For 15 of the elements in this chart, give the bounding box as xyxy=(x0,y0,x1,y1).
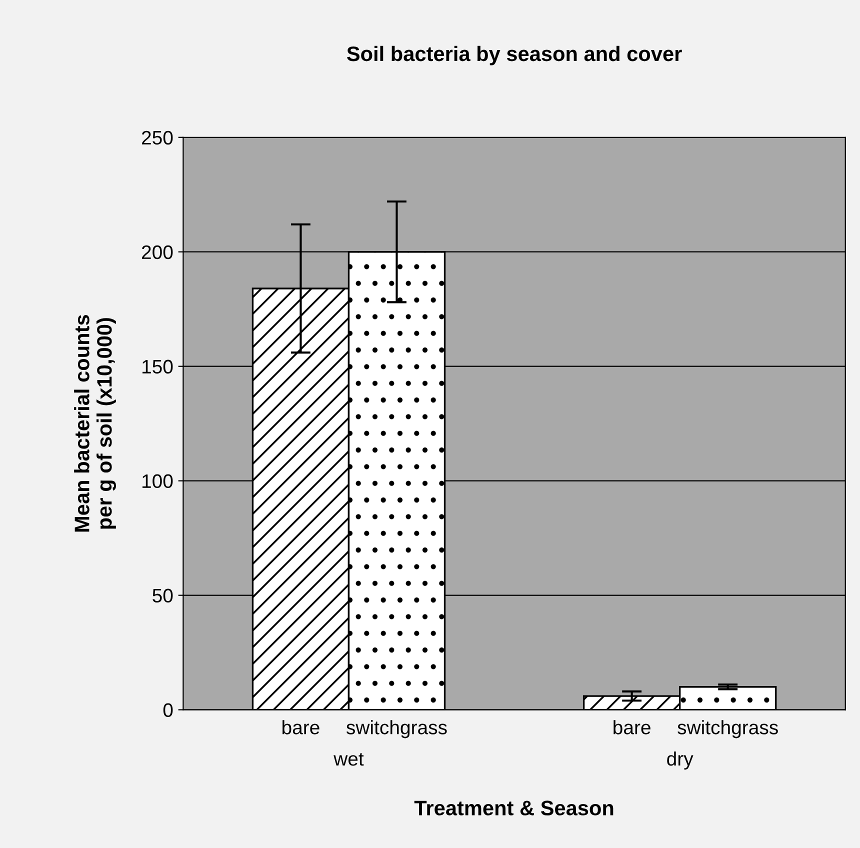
y-tick-label: 0 xyxy=(163,703,173,718)
x-tick-label: dry xyxy=(667,751,694,770)
y-tick-label: 250 xyxy=(142,130,173,145)
y-tick-label: 100 xyxy=(142,474,173,488)
chart-title: Soil bacteria by season and cover xyxy=(347,46,682,66)
series-label: switchgrass xyxy=(678,720,778,738)
series-label: bare xyxy=(282,720,320,734)
text: bare xyxy=(614,720,650,734)
y-tick-label: 150 xyxy=(142,360,173,374)
text: switchgrass xyxy=(346,720,447,738)
x-axis-title: Treatment & Season xyxy=(414,800,614,816)
y-axis-title: Mean bacterial counts per g of soil (x10,000) xyxy=(74,315,116,532)
y-tick-label: 50 xyxy=(152,588,173,603)
y-tick-label: 200 xyxy=(142,245,173,260)
x-tick-label: wet xyxy=(334,752,364,766)
